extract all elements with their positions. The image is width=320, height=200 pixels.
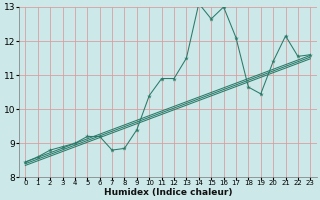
- X-axis label: Humidex (Indice chaleur): Humidex (Indice chaleur): [104, 188, 232, 197]
